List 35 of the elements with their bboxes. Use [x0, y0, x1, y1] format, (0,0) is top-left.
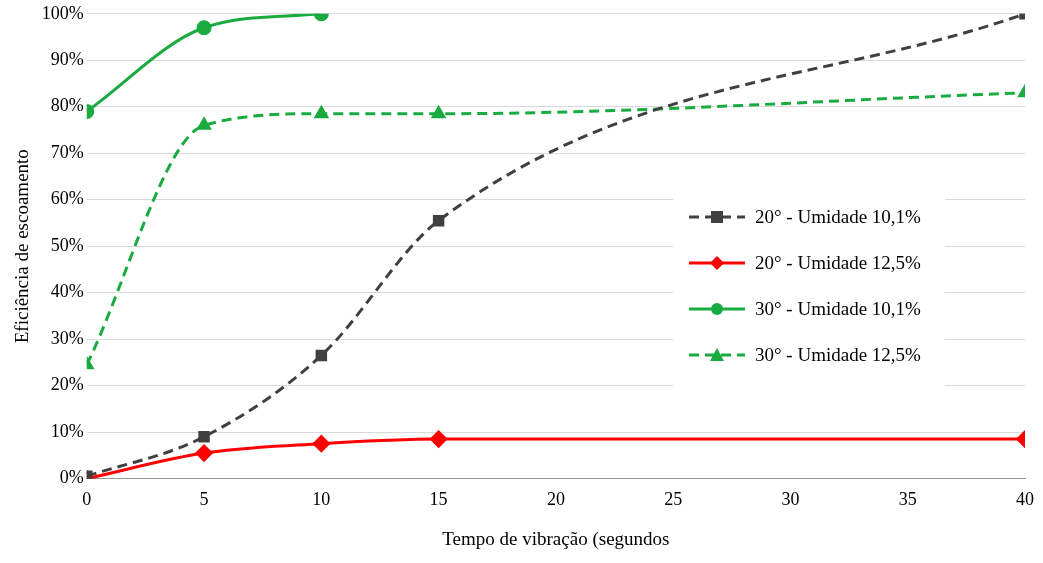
point [315, 349, 328, 362]
y-tick-label: 10% [50, 420, 84, 441]
y-tick-label: 20% [50, 374, 84, 395]
y-tick-label: 70% [50, 141, 84, 162]
y-tick-label: 0% [59, 467, 84, 488]
y-tick-label: 60% [50, 188, 84, 209]
x-tick-label: 35 [898, 489, 917, 510]
legend-label: 20° - Umidade 12,5% [755, 252, 921, 275]
point [430, 430, 448, 448]
point [195, 444, 213, 462]
x-tick-label: 20 [546, 489, 565, 510]
x-tick-label: 5 [199, 489, 209, 510]
point [198, 431, 210, 443]
point [432, 214, 445, 227]
y-tick-label: 80% [50, 95, 84, 116]
point [314, 106, 329, 119]
x-tick-label: 15 [429, 489, 448, 510]
x-tick-label: 40 [1016, 489, 1034, 510]
y-axis-title: Eficiência de escoamento [11, 149, 33, 344]
y-tick-label: 100% [41, 2, 84, 23]
y-tick-label: 40% [50, 281, 84, 302]
point [431, 106, 446, 119]
x-tick-label: 30 [781, 489, 800, 510]
y-tick-label: 90% [50, 49, 84, 70]
point [197, 117, 211, 130]
y-tick-label: 50% [50, 234, 84, 255]
x-tick-label: 0 [82, 489, 92, 510]
x-axis-title: Tempo de vibração (segundos [442, 527, 670, 550]
legend-label: 30° - Umidade 12,5% [755, 344, 921, 367]
y-tick-label: 30% [50, 327, 84, 348]
legend-label: 30° - Umidade 10,1% [755, 298, 921, 321]
x-tick-label: 25 [664, 489, 683, 510]
legend-label: 20° - Umidade 10,1% [755, 206, 921, 229]
x-tick-label: 10 [312, 489, 331, 510]
point [312, 435, 330, 453]
